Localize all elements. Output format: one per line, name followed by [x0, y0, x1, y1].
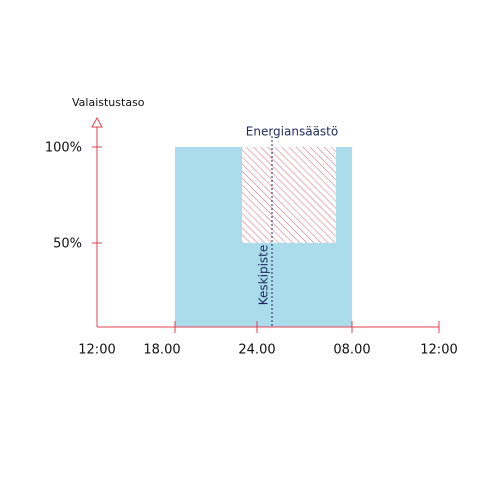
x-label: 08.00 — [333, 343, 370, 358]
midpoint-label: Keskipiste — [257, 245, 271, 305]
y-label: 50% — [53, 237, 82, 252]
x-label: 18.00 — [143, 343, 180, 358]
y-axis-arrow — [91, 116, 103, 128]
y-label: 100% — [45, 141, 82, 156]
energy-saving-area — [242, 147, 336, 243]
energy-saving-label: Energiansäästö — [246, 125, 338, 139]
y-axis-label: Valaistustaso — [72, 96, 145, 109]
axes — [91, 116, 440, 333]
x-label: 12:00 — [420, 343, 457, 358]
x-label: 24.00 — [238, 343, 275, 358]
x-label: 12:00 — [78, 343, 115, 358]
